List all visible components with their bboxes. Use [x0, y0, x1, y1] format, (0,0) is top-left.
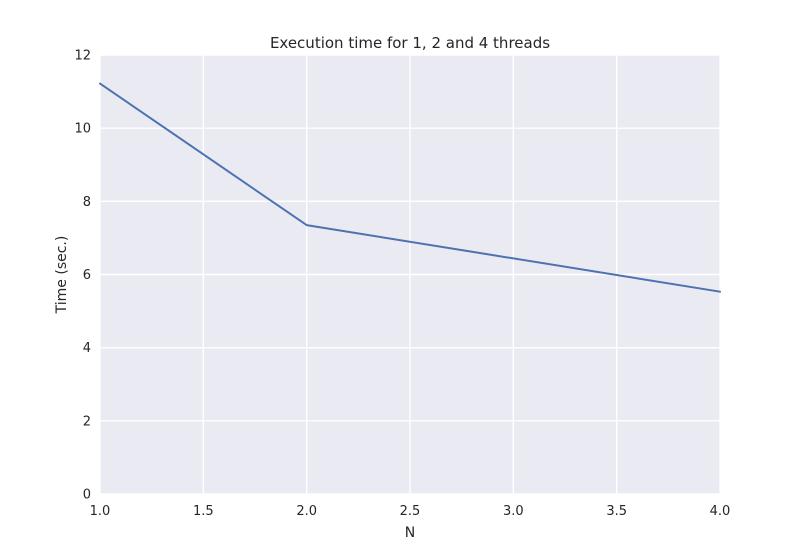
series-layer	[99, 82, 721, 293]
x-tick-label: 3.5	[606, 504, 627, 519]
x-axis-ticks: 1.0 1.5 2.0 2.5 3.0 3.5 4.0	[90, 504, 731, 519]
y-tick-label: 8	[83, 195, 91, 210]
x-tick-label: 1.0	[90, 504, 111, 519]
x-tick-label: 3.0	[503, 504, 524, 519]
y-tick-label: 4	[83, 341, 91, 356]
x-tick-label: 1.5	[193, 504, 214, 519]
y-axis-ticks: 0 2 4 6 8 10 12	[74, 49, 91, 503]
y-tick-label: 6	[83, 268, 91, 283]
x-axis-label: N	[405, 525, 415, 541]
y-tick-label: 12	[74, 49, 91, 64]
chart-title: Execution time for 1, 2 and 4 threads	[270, 34, 550, 52]
x-tick-label: 4.0	[710, 504, 731, 519]
x-tick-label: 2.5	[400, 504, 421, 519]
y-tick-label: 10	[74, 122, 91, 137]
series-line	[99, 82, 721, 293]
y-tick-label: 2	[83, 414, 91, 429]
x-tick-label: 2.0	[296, 504, 317, 519]
y-tick-label: 0	[83, 488, 91, 503]
y-axis-label: Time (sec.)	[54, 236, 70, 315]
